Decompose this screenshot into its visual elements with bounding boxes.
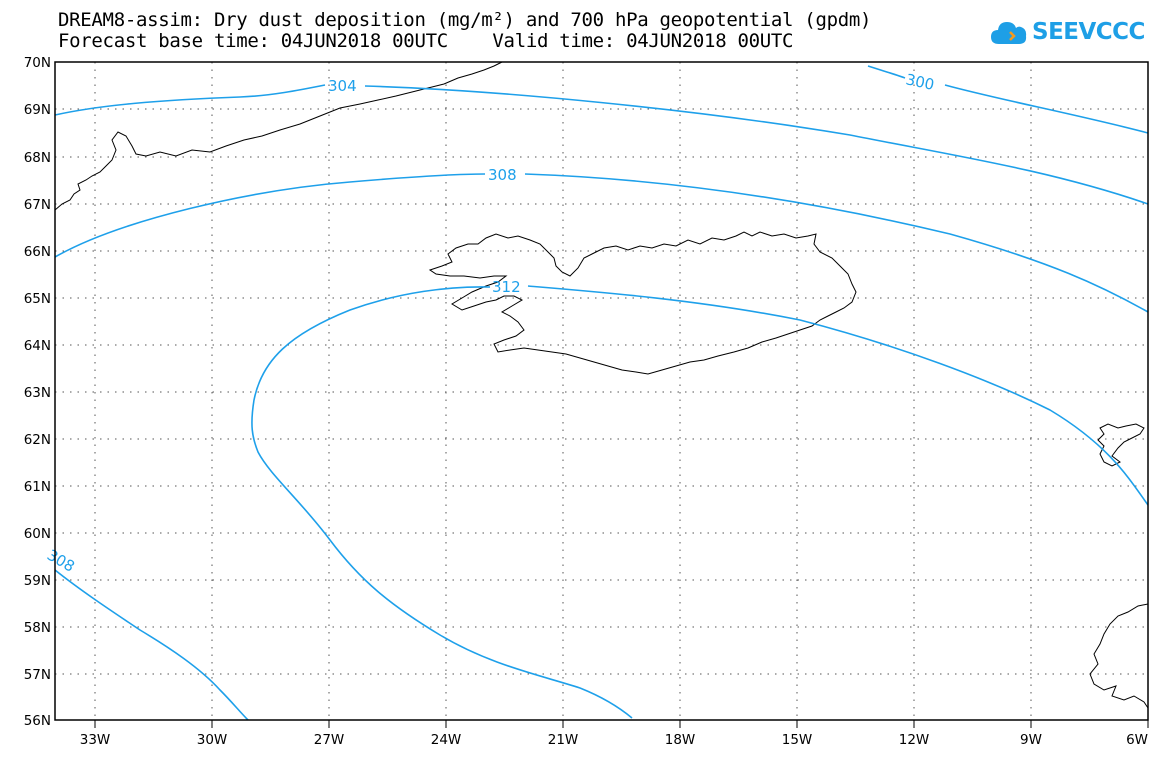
geopotential-contours <box>54 65 1149 721</box>
grid-lines <box>55 62 1148 720</box>
iceland-coast <box>428 231 857 375</box>
greenland-coast <box>54 61 503 211</box>
lon-tick: 6W <box>1126 732 1148 748</box>
lon-tick: 18W <box>665 732 696 748</box>
scotland-coast <box>1089 603 1149 709</box>
contour-label-304: 304 <box>328 77 357 95</box>
lat-tick: 61N <box>24 479 51 495</box>
lat-tick: 70N <box>24 55 51 71</box>
lat-tick: 60N <box>24 526 51 542</box>
contour-308-south <box>54 569 249 721</box>
lon-tick: 24W <box>431 732 462 748</box>
lon-tick: 33W <box>80 732 111 748</box>
lon-tick: 12W <box>899 732 930 748</box>
lon-tick: 15W <box>782 732 813 748</box>
faroe-coast <box>1097 423 1145 467</box>
lat-tick: 66N <box>24 244 51 260</box>
contour-312 <box>251 285 1149 719</box>
lat-tick: 57N <box>24 667 51 683</box>
logo-text: SEEVCCC <box>1032 19 1145 45</box>
lat-tick: 59N <box>24 573 51 589</box>
tick-marks <box>94 720 1149 728</box>
contour-308-north <box>54 173 1149 313</box>
lon-tick: 9W <box>1020 732 1042 748</box>
lon-tick: 27W <box>314 732 345 748</box>
seevccc-logo: SEEVCCC <box>990 18 1145 46</box>
chart-title: DREAM8-assim: Dry dust deposition (mg/m²… <box>58 9 872 31</box>
contour-label-308-north: 308 <box>488 166 517 184</box>
lat-tick: 65N <box>24 291 51 307</box>
lat-tick: 67N <box>24 197 51 213</box>
contour-300 <box>867 65 1149 134</box>
lon-tick: 30W <box>197 732 228 748</box>
lat-tick: 63N <box>24 385 51 401</box>
lat-tick: 64N <box>24 338 51 354</box>
contour-label-312: 312 <box>492 278 521 296</box>
lon-axis: 33W 30W 27W 24W 21W 18W 15W 12W 9W 6W <box>80 732 1148 748</box>
cloud-icon <box>991 22 1027 44</box>
contour-label-308-south: 308 <box>44 546 78 576</box>
lat-axis: 70N 69N 68N 67N 66N 65N 64N 63N 62N 61N … <box>24 55 51 729</box>
contour-label-group: 304 300 308 312 308 <box>44 70 936 575</box>
lat-tick: 58N <box>24 620 51 636</box>
contour-304 <box>54 84 1149 205</box>
lat-tick: 69N <box>24 102 51 118</box>
contour-label-300: 300 <box>904 70 936 94</box>
plot-frame <box>54 61 1149 721</box>
lat-tick: 56N <box>24 713 51 729</box>
lat-tick: 62N <box>24 432 51 448</box>
lon-tick: 21W <box>548 732 579 748</box>
chart-subtitle: Forecast base time: 04JUN2018 00UTC Vali… <box>58 30 794 52</box>
coastlines <box>54 61 1149 709</box>
lat-tick: 68N <box>24 150 51 166</box>
